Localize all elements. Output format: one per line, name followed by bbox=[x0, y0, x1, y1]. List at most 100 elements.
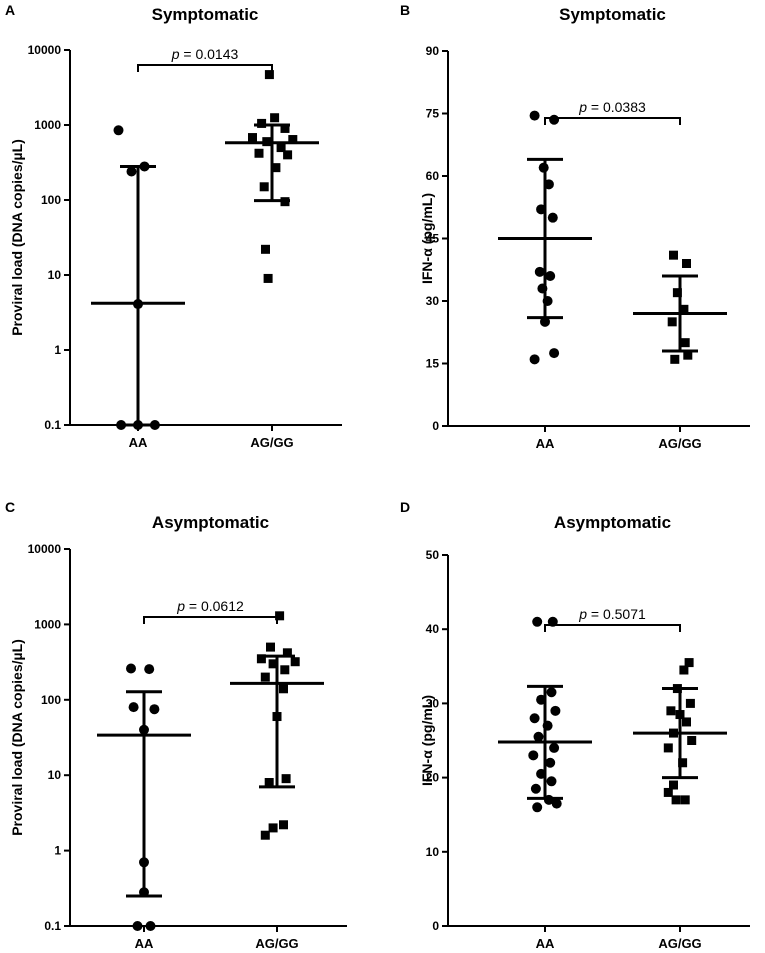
data-point bbox=[545, 271, 556, 281]
data-point bbox=[669, 780, 678, 790]
data-point bbox=[266, 642, 275, 652]
data-point bbox=[264, 70, 274, 80]
group-aa bbox=[498, 616, 592, 813]
data-point bbox=[145, 921, 156, 931]
data-point bbox=[264, 778, 274, 788]
y-tick-label: 0 bbox=[432, 419, 439, 433]
y-tick-label: 1000 bbox=[34, 118, 61, 132]
y-tick-label: 90 bbox=[426, 44, 440, 58]
group-ag-gg bbox=[633, 250, 727, 364]
data-point bbox=[257, 118, 267, 128]
data-point bbox=[540, 316, 550, 327]
data-point bbox=[546, 687, 557, 698]
chart-title: Symptomatic bbox=[152, 5, 259, 24]
data-point bbox=[532, 802, 543, 813]
data-point bbox=[529, 713, 540, 724]
data-point bbox=[282, 648, 292, 658]
data-point bbox=[687, 736, 697, 745]
data-point bbox=[113, 125, 124, 136]
y-axis-label: Proviral load (DNA copies/µL) bbox=[9, 139, 25, 336]
data-point bbox=[663, 787, 673, 797]
y-axis-label: IFN-α (pg/mL) bbox=[419, 193, 435, 284]
x-tick-label: AA bbox=[135, 936, 154, 951]
data-point bbox=[679, 665, 689, 675]
y-tick-label: 1000 bbox=[34, 617, 61, 631]
data-point bbox=[132, 921, 143, 931]
data-point bbox=[529, 354, 540, 365]
data-point bbox=[149, 704, 160, 715]
data-point bbox=[254, 148, 264, 158]
data-point bbox=[666, 706, 676, 716]
data-point bbox=[279, 684, 288, 694]
group-aa bbox=[91, 125, 185, 430]
panel-letter: A bbox=[5, 2, 15, 18]
data-point bbox=[534, 266, 545, 277]
data-point bbox=[263, 273, 273, 283]
data-point bbox=[260, 672, 270, 682]
y-tick-label: 50 bbox=[426, 548, 440, 562]
data-point bbox=[672, 288, 682, 298]
data-point bbox=[270, 113, 280, 123]
y-tick-label: 15 bbox=[426, 357, 440, 371]
data-point bbox=[283, 150, 293, 160]
y-tick-label: 0.1 bbox=[44, 418, 61, 432]
data-point bbox=[281, 774, 291, 784]
p-value-label: p = 0.5071 bbox=[578, 606, 646, 622]
group-aa bbox=[498, 110, 592, 365]
p-value-label: p = 0.0143 bbox=[171, 46, 239, 62]
y-tick-label: 75 bbox=[426, 107, 440, 121]
panel-d: D Asymptomatic IFN-α (pg/mL) 0 10 20 30 40 50 AA A… bbox=[400, 499, 750, 951]
y-tick-label: 100 bbox=[41, 193, 61, 207]
data-point bbox=[682, 717, 691, 727]
data-point bbox=[271, 163, 281, 173]
data-point bbox=[256, 654, 266, 664]
chart-title: Symptomatic bbox=[559, 5, 666, 24]
data-point bbox=[268, 823, 278, 833]
data-point bbox=[547, 212, 558, 223]
data-point bbox=[678, 758, 688, 768]
data-point bbox=[290, 657, 300, 667]
panel-c: C Asymptomatic Proviral load (DNA copies/µ… bbox=[5, 499, 347, 951]
panel-letter: B bbox=[400, 2, 410, 18]
y-tick-label: 100 bbox=[41, 693, 61, 707]
data-point bbox=[551, 798, 562, 809]
y-tick-label: 20 bbox=[426, 771, 440, 785]
data-point bbox=[547, 616, 558, 627]
y-tick-label: 30 bbox=[426, 294, 440, 308]
data-point bbox=[685, 698, 695, 708]
significance-bracket bbox=[544, 117, 681, 125]
y-tick-label: 0.1 bbox=[44, 919, 61, 933]
y-tick-label: 10000 bbox=[28, 43, 62, 57]
group-aa bbox=[97, 663, 191, 931]
y-axis-label: Proviral load (DNA copies/µL) bbox=[9, 639, 25, 836]
p-value-label: p = 0.0383 bbox=[578, 99, 646, 115]
y-tick-label: 1 bbox=[54, 844, 61, 858]
significance-bracket bbox=[143, 616, 278, 624]
group-ag-gg bbox=[633, 658, 727, 805]
y-tick-label: 40 bbox=[426, 622, 440, 636]
data-point bbox=[684, 658, 694, 668]
group-ag-gg bbox=[225, 70, 319, 283]
data-point bbox=[549, 114, 560, 125]
data-point bbox=[280, 123, 290, 133]
data-point bbox=[144, 664, 155, 675]
y-tick-label: 1 bbox=[54, 343, 61, 357]
x-tick-label: AG/GG bbox=[658, 436, 701, 451]
data-point bbox=[280, 665, 290, 675]
data-point bbox=[275, 611, 285, 621]
data-point bbox=[126, 166, 137, 177]
data-point bbox=[260, 830, 270, 840]
group-ag-gg bbox=[230, 611, 324, 840]
data-point bbox=[679, 304, 689, 314]
data-point bbox=[671, 795, 681, 805]
data-point bbox=[680, 338, 690, 348]
data-point bbox=[680, 795, 690, 805]
data-point bbox=[546, 776, 557, 787]
y-axis-label: IFN-α (pg/mL) bbox=[419, 695, 435, 786]
data-point bbox=[126, 663, 136, 674]
y-tick-label: 60 bbox=[426, 169, 440, 183]
y-tick-label: 10 bbox=[48, 768, 62, 782]
data-point bbox=[549, 348, 560, 359]
p-value-label: p = 0.0612 bbox=[176, 598, 244, 614]
y-tick-label: 10 bbox=[426, 845, 440, 859]
